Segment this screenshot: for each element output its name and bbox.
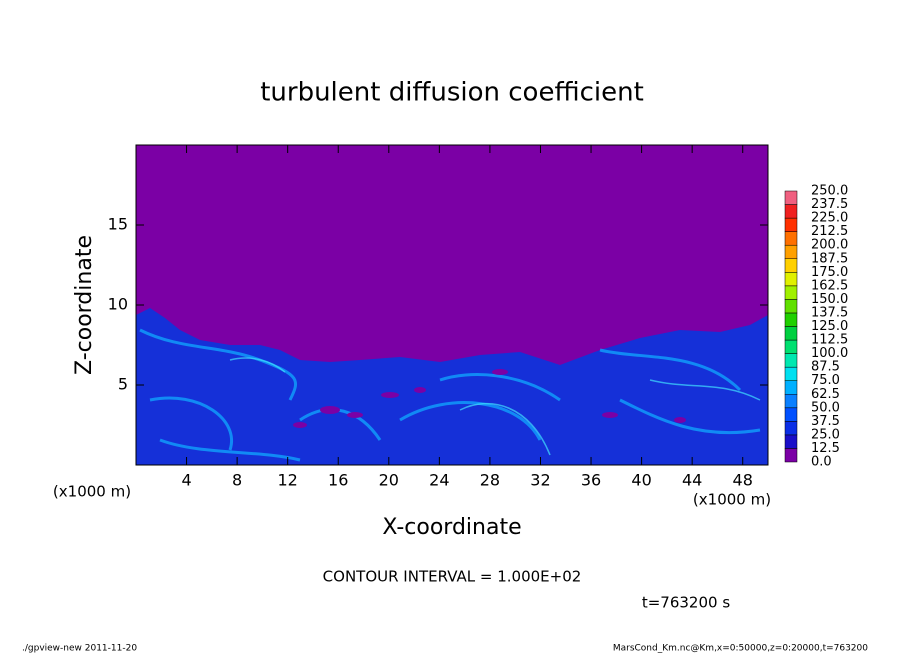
colorbar-label: 250.0 — [811, 184, 848, 199]
colorbar-band — [784, 285, 798, 300]
colorbar-band — [784, 366, 798, 381]
x-tick-label: 48 — [733, 471, 753, 490]
x-unit-label: (x1000 m) — [693, 491, 771, 509]
colorbar-band — [784, 339, 798, 354]
colorbar-band — [784, 326, 798, 341]
colorbar-band — [784, 204, 798, 219]
x-tick-label: 28 — [480, 471, 500, 490]
colorbar-band — [784, 190, 798, 205]
colorbar-label: 75.0 — [811, 373, 840, 388]
colorbar-label: 0.0 — [811, 455, 832, 470]
colorbar-band — [784, 312, 798, 327]
x-tick-label: 16 — [328, 471, 348, 490]
colorbar-band — [784, 231, 798, 246]
x-axis-label: X-coordinate — [382, 515, 521, 540]
colorbar-label: 175.0 — [811, 265, 848, 280]
colorbar-label: 137.5 — [811, 305, 848, 320]
field-blobs — [293, 369, 686, 428]
colorbar-band — [784, 434, 798, 449]
colorbar-band — [784, 394, 798, 409]
colorbar-label: 187.5 — [811, 251, 848, 266]
colorbar-label: 150.0 — [811, 292, 848, 307]
x-tick-label: 44 — [682, 471, 702, 490]
colorbar-band — [784, 407, 798, 422]
footer-left: ./gpview-new 2011-11-20 — [22, 644, 137, 654]
x-tick-label: 12 — [278, 471, 298, 490]
colorbar-label: 62.5 — [811, 387, 840, 402]
colorbar-label: 25.0 — [811, 427, 840, 442]
colorbar-band — [784, 353, 798, 368]
colorbar-band — [784, 380, 798, 395]
x-tick-label: 36 — [581, 471, 601, 490]
colorbar-label: 50.0 — [811, 400, 840, 415]
x-tick-label: 20 — [379, 471, 399, 490]
x-tick-label: 40 — [631, 471, 651, 490]
y-tick-label: 10 — [108, 295, 128, 314]
chart-title: turbulent diffusion coefficient — [260, 78, 644, 108]
y-tick-label: 5 — [118, 375, 128, 394]
colorbar-label: 225.0 — [811, 211, 848, 226]
colorbar-band — [784, 272, 798, 287]
y-axis-label: Z-coordinate — [72, 235, 97, 375]
colorbar-band — [784, 421, 798, 436]
colorbar-label: 37.5 — [811, 414, 840, 429]
y-tick-label: 15 — [108, 215, 128, 234]
x-tick-label: 4 — [181, 471, 191, 490]
colorbar-label: 87.5 — [811, 360, 840, 375]
field — [135, 144, 769, 466]
colorbar-label: 125.0 — [811, 319, 848, 334]
colorbar-label: 200.0 — [811, 238, 848, 253]
colorbar-band — [784, 258, 798, 273]
x-tick-label: 8 — [232, 471, 242, 490]
colorbar-label: 12.5 — [811, 441, 840, 456]
annotation: CONTOUR INTERVAL = 1.000E+02 — [323, 568, 582, 586]
colorbar-label: 112.5 — [811, 333, 848, 348]
footer-right: MarsCond_Km.nc@Km,x=0:50000,z=0:20000,t=… — [613, 644, 868, 654]
colorbar-band — [784, 448, 798, 463]
colorbar-band — [784, 244, 798, 259]
colorbar-label: 100.0 — [811, 346, 848, 361]
x-tick-label: 32 — [530, 471, 550, 490]
field-streaks-light — [229, 357, 761, 456]
colorbar-band — [784, 217, 798, 232]
x-unit-label: (x1000 m) — [53, 483, 131, 501]
x-tick-label: 24 — [429, 471, 449, 490]
colorbar-band — [784, 299, 798, 314]
colorbar-label: 212.5 — [811, 224, 848, 239]
colorbar-label: 162.5 — [811, 278, 848, 293]
colorbar-label: 237.5 — [811, 197, 848, 212]
time-label: t=763200 s — [642, 594, 730, 612]
field-streaks — [139, 328, 761, 462]
